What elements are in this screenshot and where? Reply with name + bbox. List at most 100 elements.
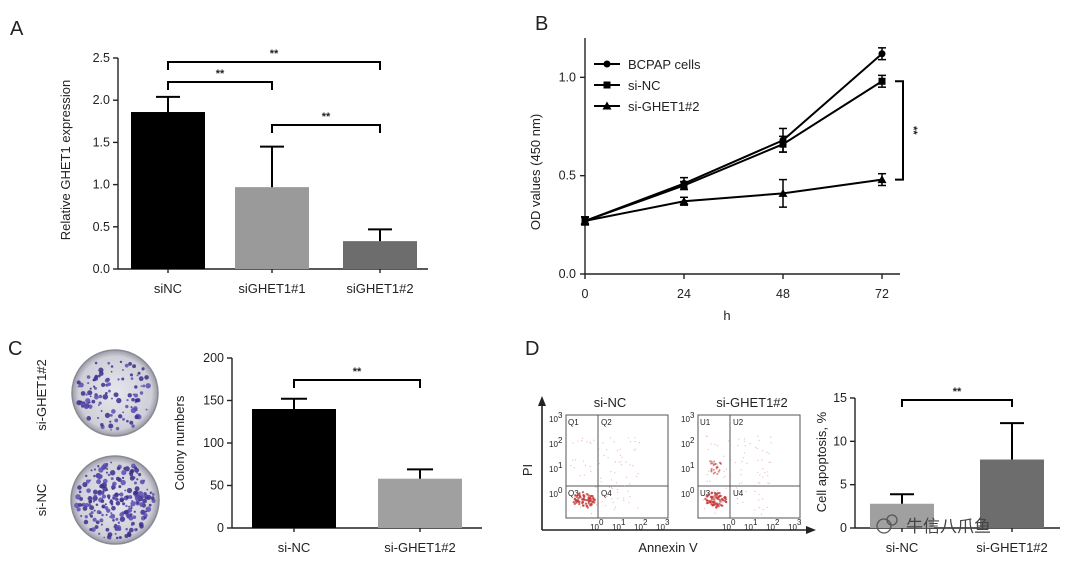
y-tick-label: 0.5 bbox=[93, 220, 110, 234]
event-dot bbox=[597, 454, 600, 456]
colony-dot bbox=[117, 378, 120, 381]
event-dot bbox=[730, 459, 732, 461]
colony-dot bbox=[106, 494, 111, 499]
colony-dot bbox=[143, 513, 148, 518]
event-dot bbox=[578, 502, 581, 506]
colony-dot bbox=[82, 481, 88, 488]
x-tick-label: si-GHET1#2 bbox=[976, 540, 1048, 555]
event-dot bbox=[726, 496, 728, 498]
colony-dot bbox=[137, 371, 141, 375]
event-dot bbox=[585, 495, 587, 497]
flow-y-tick: 10 bbox=[549, 465, 558, 474]
event-dot bbox=[573, 502, 577, 506]
event-dot bbox=[582, 504, 585, 507]
y-tick-label: 0.5 bbox=[559, 169, 576, 183]
colony-dot bbox=[118, 485, 122, 489]
event-dot bbox=[634, 448, 636, 450]
colony-dot bbox=[133, 393, 139, 398]
colony-dot bbox=[99, 518, 104, 523]
flow-x-tick: 10 bbox=[656, 523, 665, 532]
event-dot bbox=[757, 482, 759, 484]
bar bbox=[343, 241, 417, 269]
colony-dot bbox=[121, 476, 125, 479]
x-tick-label: si-NC bbox=[886, 540, 919, 555]
colony-dot bbox=[92, 379, 95, 382]
event-dot bbox=[713, 460, 716, 463]
event-dot bbox=[615, 482, 618, 484]
colony-dot bbox=[110, 365, 114, 368]
colony-dot bbox=[104, 391, 108, 395]
colony-dot bbox=[127, 393, 132, 398]
colony-dot bbox=[89, 527, 93, 532]
colony-dot bbox=[125, 504, 128, 508]
colony-dot bbox=[110, 370, 113, 373]
event-dot bbox=[705, 435, 708, 437]
colony-dot bbox=[124, 511, 127, 514]
event-dot bbox=[576, 499, 580, 502]
event-dot bbox=[710, 460, 713, 463]
colony-dot bbox=[98, 474, 103, 479]
event-dot bbox=[581, 501, 584, 505]
event-dot bbox=[760, 513, 763, 515]
colony-dot bbox=[129, 420, 134, 425]
colony-dot bbox=[111, 505, 116, 511]
event-dot bbox=[616, 449, 619, 451]
bar bbox=[980, 459, 1044, 528]
event-dot bbox=[570, 465, 572, 467]
event-dot bbox=[721, 501, 723, 504]
event-dot bbox=[715, 502, 719, 505]
colony-dot bbox=[110, 513, 116, 519]
significance-label: ** bbox=[270, 48, 279, 60]
colony-dot bbox=[92, 517, 97, 522]
flow-y-tick: 10 bbox=[681, 440, 690, 449]
colony-dot bbox=[105, 471, 108, 474]
event-dot bbox=[706, 501, 710, 505]
event-dot bbox=[609, 437, 612, 439]
colony-dot bbox=[122, 411, 125, 414]
event-dot bbox=[708, 470, 710, 472]
colony-dot bbox=[128, 495, 133, 499]
colony-dot bbox=[118, 414, 123, 419]
event-dot bbox=[722, 476, 725, 479]
event-dot bbox=[758, 439, 760, 441]
event-dot bbox=[734, 462, 736, 464]
colony-dot bbox=[107, 532, 113, 538]
colony-dot bbox=[131, 424, 135, 428]
y-tick-label: 200 bbox=[203, 351, 224, 365]
event-dot bbox=[736, 503, 739, 505]
colony-dot bbox=[126, 419, 129, 423]
colony-dot bbox=[100, 423, 104, 427]
colony-dot bbox=[81, 502, 86, 507]
colony-dot bbox=[134, 398, 138, 402]
y-tick-label: 10 bbox=[833, 434, 847, 448]
event-dot bbox=[593, 439, 595, 441]
colony-dot bbox=[132, 515, 137, 520]
event-dot bbox=[766, 451, 768, 453]
colony-dot bbox=[145, 506, 152, 513]
flow-x-tick: 10 bbox=[722, 523, 731, 532]
colony-dot bbox=[136, 471, 139, 474]
flow-y-arrowhead bbox=[538, 396, 546, 406]
event-dot bbox=[573, 466, 575, 469]
colony-dot bbox=[131, 397, 135, 402]
flow-x-tick-exp: 3 bbox=[665, 518, 670, 527]
event-dot bbox=[619, 454, 622, 456]
event-dot bbox=[572, 459, 574, 461]
event-dot bbox=[575, 495, 579, 499]
event-dot bbox=[613, 508, 616, 510]
point-triangle bbox=[679, 196, 689, 205]
colony-dot bbox=[107, 389, 111, 393]
event-dot bbox=[580, 506, 582, 508]
event-dot bbox=[607, 456, 609, 459]
colony-dot bbox=[115, 536, 119, 540]
event-dot bbox=[714, 512, 716, 514]
panel-label-b: B bbox=[535, 13, 548, 35]
event-dot bbox=[710, 443, 712, 445]
colony-dot bbox=[123, 509, 129, 515]
colony-dot bbox=[136, 501, 139, 504]
event-dot bbox=[714, 471, 717, 474]
legend-label: BCPAP cells bbox=[628, 57, 701, 72]
event-dot bbox=[744, 445, 746, 447]
flow-y-tick-exp: 3 bbox=[690, 411, 695, 420]
